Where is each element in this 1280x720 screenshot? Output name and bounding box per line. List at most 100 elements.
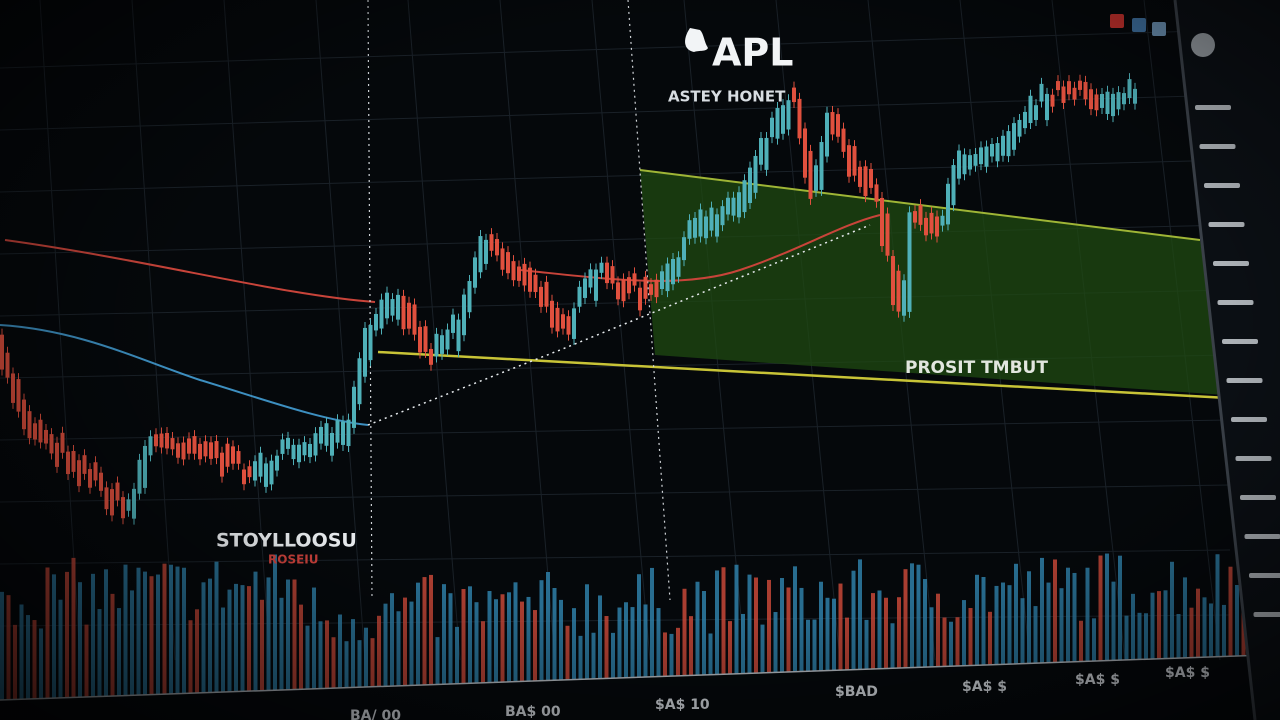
candle bbox=[16, 379, 21, 412]
volume-bar bbox=[234, 583, 238, 692]
candle bbox=[786, 100, 791, 130]
candle bbox=[66, 451, 70, 475]
volume-bar bbox=[643, 604, 648, 677]
volume-bar bbox=[474, 602, 479, 683]
close-button[interactable] bbox=[1110, 14, 1124, 28]
volume-bar bbox=[1118, 555, 1122, 660]
volume-bar bbox=[559, 599, 563, 680]
volume-bar bbox=[767, 579, 771, 673]
candle bbox=[88, 469, 92, 488]
candle bbox=[638, 287, 642, 311]
volume-bar bbox=[279, 597, 284, 690]
candle bbox=[462, 294, 466, 336]
candle bbox=[940, 215, 945, 226]
candle bbox=[951, 165, 956, 206]
candle bbox=[495, 239, 499, 256]
candle bbox=[187, 438, 191, 454]
candle bbox=[308, 443, 312, 458]
candle bbox=[165, 432, 169, 449]
candle bbox=[396, 294, 400, 320]
volume-bar bbox=[981, 577, 986, 665]
volume-bar bbox=[1001, 582, 1005, 664]
volume-bar bbox=[715, 570, 719, 675]
candle bbox=[1006, 131, 1011, 157]
volume-bar bbox=[390, 593, 394, 686]
candle bbox=[511, 261, 516, 281]
candle bbox=[60, 432, 65, 453]
candle bbox=[819, 142, 824, 190]
volume-bar bbox=[494, 599, 498, 683]
volume-bar bbox=[1170, 561, 1174, 658]
volume-bar bbox=[669, 633, 674, 676]
candle bbox=[1127, 79, 1132, 99]
menu-item bbox=[1208, 222, 1245, 227]
candle bbox=[605, 262, 609, 284]
x-tick-label: $A$ $ bbox=[1075, 672, 1120, 688]
volume-bar bbox=[260, 599, 264, 691]
candle bbox=[1094, 94, 1099, 111]
volume-bar bbox=[331, 637, 336, 689]
volume-bar bbox=[663, 632, 667, 677]
menu-item bbox=[1195, 105, 1231, 110]
candle bbox=[610, 266, 615, 284]
candle bbox=[891, 256, 895, 306]
candle bbox=[440, 335, 444, 354]
window-button[interactable] bbox=[1152, 22, 1166, 36]
candle bbox=[291, 444, 296, 460]
volume-bar bbox=[799, 587, 804, 672]
candle bbox=[687, 220, 692, 239]
candle bbox=[363, 327, 367, 377]
candle bbox=[572, 308, 576, 339]
candle bbox=[869, 169, 873, 188]
volume-bar bbox=[760, 624, 765, 673]
volume-bar bbox=[448, 593, 453, 684]
volume-bar bbox=[929, 607, 934, 667]
volume-bar bbox=[819, 581, 823, 671]
candle bbox=[445, 329, 450, 350]
volume-bar bbox=[845, 617, 849, 670]
candle bbox=[154, 434, 158, 447]
volume-bar bbox=[942, 617, 947, 667]
candle bbox=[324, 423, 329, 446]
volume-bar bbox=[110, 593, 115, 697]
candle bbox=[148, 436, 153, 456]
candle bbox=[539, 286, 543, 307]
volume-bar bbox=[877, 590, 882, 669]
volume-bar bbox=[838, 583, 843, 670]
volume-bar bbox=[624, 602, 628, 678]
menu-item bbox=[1253, 612, 1280, 617]
candle bbox=[1012, 123, 1016, 150]
volume-bar bbox=[468, 586, 472, 684]
candle bbox=[286, 437, 290, 449]
candle bbox=[319, 426, 323, 444]
candle bbox=[1039, 83, 1044, 102]
candle bbox=[847, 145, 851, 177]
volume-bar bbox=[1196, 588, 1200, 657]
volume-bar bbox=[825, 597, 830, 671]
volume-bar bbox=[32, 620, 37, 699]
menu-item bbox=[1244, 534, 1280, 539]
x-tick-label: $A$ $ bbox=[1165, 665, 1210, 681]
candle bbox=[126, 499, 131, 511]
volume-bar bbox=[539, 580, 544, 681]
candle bbox=[935, 216, 939, 237]
volume-bar bbox=[903, 569, 908, 668]
candle bbox=[726, 197, 730, 215]
candle bbox=[902, 280, 906, 316]
candle bbox=[720, 206, 725, 226]
volume-bar bbox=[1079, 620, 1083, 662]
candle bbox=[665, 263, 670, 292]
candle bbox=[297, 444, 301, 463]
candle bbox=[814, 165, 818, 191]
candle bbox=[1100, 93, 1104, 108]
volume-bar bbox=[71, 557, 76, 698]
volume-bar bbox=[897, 597, 901, 668]
settings-icon[interactable] bbox=[1191, 33, 1215, 57]
volume-bar bbox=[617, 607, 622, 678]
volume-bar bbox=[435, 637, 440, 685]
volume-bar bbox=[117, 608, 121, 696]
candle bbox=[198, 443, 202, 460]
volume-bar bbox=[351, 619, 355, 688]
candle bbox=[1116, 92, 1121, 110]
window-button[interactable] bbox=[1132, 18, 1146, 32]
